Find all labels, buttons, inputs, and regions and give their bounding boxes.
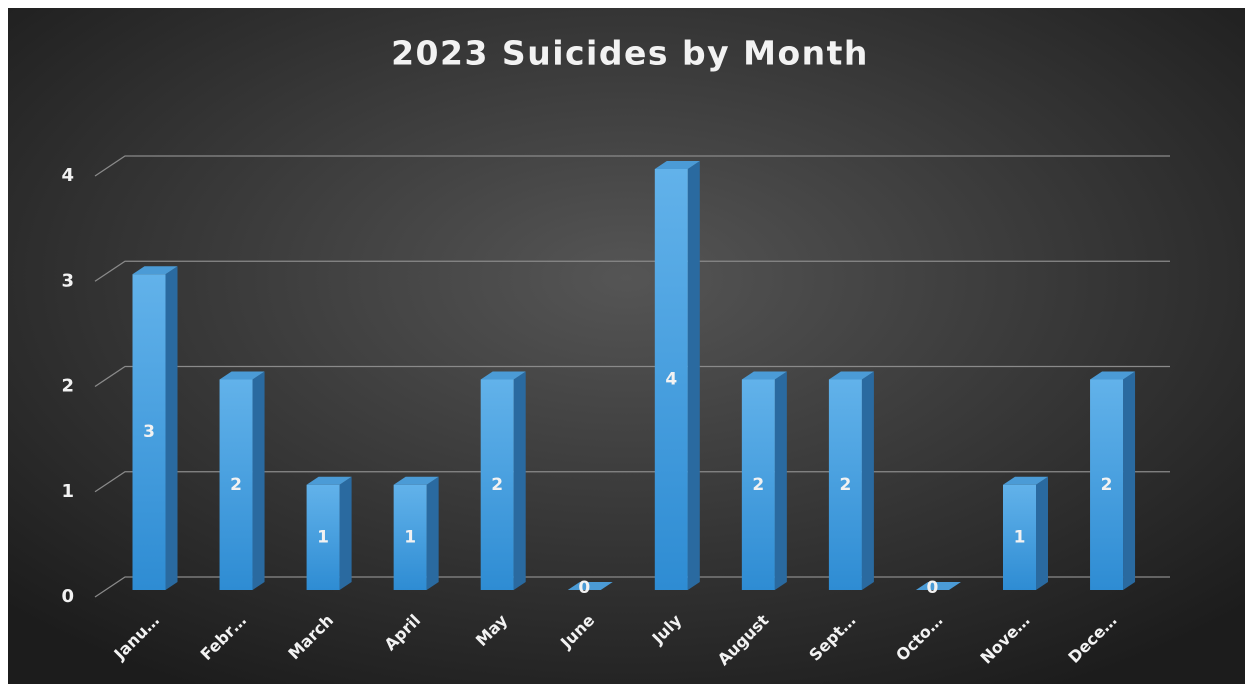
- chart-background: [8, 8, 1245, 684]
- bar-front: [654, 169, 688, 590]
- data-label: 2: [491, 475, 503, 495]
- bar-side: [426, 476, 439, 590]
- bar-front: [306, 484, 340, 590]
- bar: [480, 371, 526, 590]
- bar-side: [165, 266, 178, 590]
- y-tick-label: 3: [61, 270, 74, 291]
- bar-top: [1090, 371, 1136, 380]
- bar: [828, 371, 874, 590]
- bar-side: [774, 371, 787, 590]
- bar-top: [915, 582, 961, 590]
- y-tick-label: 0: [61, 586, 74, 607]
- data-label: 2: [230, 475, 242, 495]
- bar-front: [741, 379, 775, 590]
- bar-top: [654, 161, 700, 169]
- data-label: 3: [143, 422, 155, 442]
- bar: [741, 371, 787, 590]
- bar-top: [828, 371, 874, 380]
- data-label: 0: [578, 578, 590, 598]
- bar-front: [1090, 379, 1124, 590]
- data-label: 0: [927, 578, 939, 598]
- bar-top: [219, 371, 265, 380]
- grid-line: [94, 576, 1170, 598]
- bar-top: [480, 371, 526, 380]
- bar-side: [339, 476, 352, 590]
- bar-front: [480, 379, 514, 590]
- bar-front: [1003, 484, 1036, 590]
- bar-front: [219, 379, 253, 590]
- bar-side: [687, 161, 700, 590]
- bar-front: [132, 274, 166, 590]
- bar-top: [567, 582, 613, 590]
- grid-line: [94, 155, 1170, 177]
- data-label: 1: [1014, 527, 1026, 547]
- bar-front: [393, 484, 427, 590]
- grid-line: [94, 260, 1170, 282]
- bar-top: [393, 476, 439, 485]
- bar-side: [1036, 476, 1048, 590]
- bar: [1090, 371, 1136, 590]
- y-tick-label: 2: [61, 376, 74, 397]
- bar: [393, 476, 439, 590]
- bar-top: [1003, 476, 1048, 485]
- grid-line: [94, 365, 1170, 388]
- data-label: 1: [404, 527, 416, 547]
- bar-top: [132, 266, 178, 275]
- bar-top: [306, 476, 352, 485]
- y-tick-label: 1: [61, 481, 74, 502]
- bar-side: [252, 371, 265, 590]
- bar: [567, 582, 613, 590]
- data-label: 2: [1101, 475, 1113, 495]
- bar-front: [828, 379, 862, 590]
- bar: [306, 476, 352, 590]
- bar: [1003, 476, 1048, 590]
- data-label: 4: [665, 370, 677, 390]
- bar: [915, 582, 961, 590]
- bar-side: [861, 371, 874, 590]
- bar: [132, 266, 178, 590]
- bar-top: [741, 371, 787, 380]
- data-label: 2: [839, 475, 851, 495]
- bar: [219, 371, 265, 590]
- grid-line: [94, 471, 1170, 493]
- chart-title: 2023 Suicides by Month: [391, 34, 869, 73]
- bar: [654, 161, 700, 590]
- data-label: 1: [317, 527, 329, 547]
- bar-side: [1123, 371, 1136, 590]
- data-label: 2: [752, 475, 764, 495]
- bar-side: [513, 371, 526, 590]
- y-tick-label: 4: [61, 165, 74, 186]
